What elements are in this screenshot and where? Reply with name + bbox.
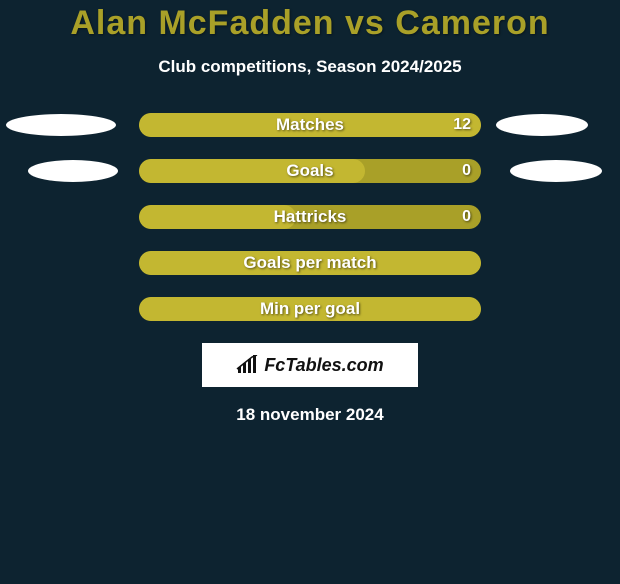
brand-text: FcTables.com xyxy=(264,355,383,376)
stat-value: 0 xyxy=(462,205,471,229)
stat-bar-track: Goals0 xyxy=(139,159,481,183)
title-vs: vs xyxy=(335,4,396,42)
brand-chart-icon xyxy=(236,355,258,375)
stat-bar-fill xyxy=(139,159,365,183)
stat-value: 12 xyxy=(453,113,471,137)
stat-bar-track: Goals per match xyxy=(139,251,481,275)
comparison-widget: Alan McFadden vs Cameron Club competitio… xyxy=(0,4,620,425)
subtitle: Club competitions, Season 2024/2025 xyxy=(0,57,620,77)
right-marker-ellipse xyxy=(510,160,602,182)
stat-bar-track: Matches12 xyxy=(139,113,481,137)
right-marker-ellipse xyxy=(496,114,588,136)
stat-rows: Matches12 Goals0 Hattricks0 Goals per match… xyxy=(0,113,620,321)
left-marker-ellipse xyxy=(6,114,116,136)
brand-badge: FcTables.com xyxy=(202,343,418,387)
stat-row: Matches12 xyxy=(0,113,620,137)
stat-bar-fill xyxy=(139,251,481,275)
stat-row: Min per goal xyxy=(0,297,620,321)
stat-bar-track: Min per goal xyxy=(139,297,481,321)
stat-row: Goals0 xyxy=(0,159,620,183)
stat-value: 0 xyxy=(462,159,471,183)
page-title: Alan McFadden vs Cameron xyxy=(0,4,620,43)
left-marker-ellipse xyxy=(28,160,118,182)
title-player-left: Alan McFadden xyxy=(70,4,334,42)
stat-bar-fill xyxy=(139,113,481,137)
footer-date: 18 november 2024 xyxy=(0,405,620,425)
stat-bar-fill xyxy=(139,297,481,321)
stat-row: Hattricks0 xyxy=(0,205,620,229)
stat-bar-track: Hattricks0 xyxy=(139,205,481,229)
stat-bar-fill xyxy=(139,205,296,229)
stat-row: Goals per match xyxy=(0,251,620,275)
title-player-right: Cameron xyxy=(395,4,549,42)
